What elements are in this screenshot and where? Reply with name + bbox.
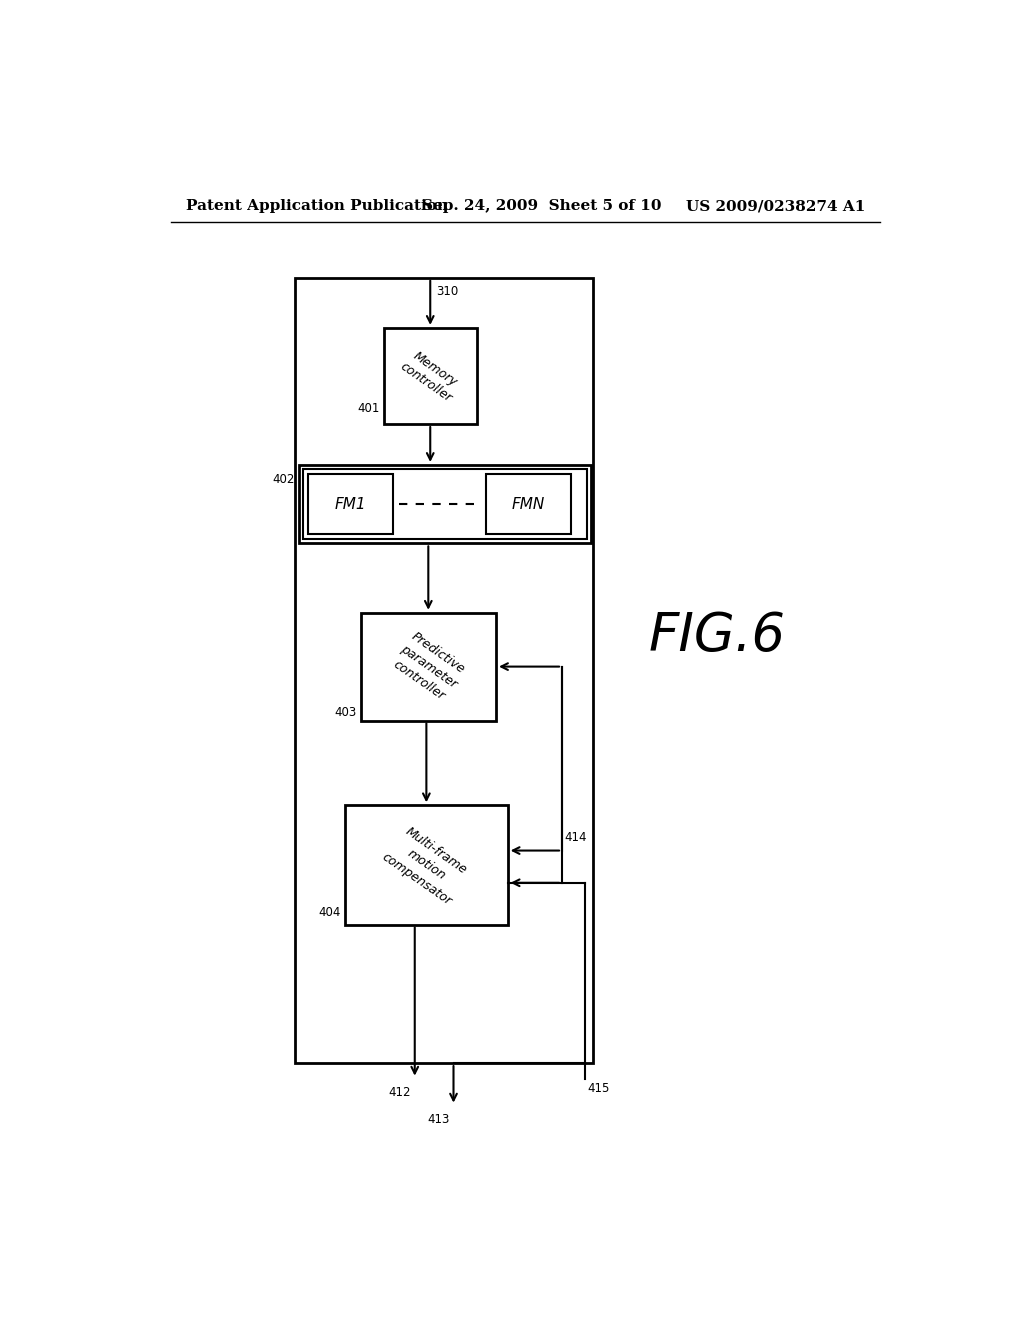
Text: FM1: FM1 — [335, 496, 367, 512]
Text: 403: 403 — [335, 706, 356, 719]
Text: 402: 402 — [272, 473, 295, 486]
Text: 310: 310 — [436, 285, 459, 298]
Text: 413: 413 — [427, 1113, 450, 1126]
Text: FMN: FMN — [512, 496, 546, 512]
Text: 414: 414 — [564, 832, 587, 845]
Bar — [360, 612, 496, 721]
Text: Sep. 24, 2009  Sheet 5 of 10: Sep. 24, 2009 Sheet 5 of 10 — [423, 199, 662, 213]
Bar — [345, 805, 508, 924]
Text: Patent Application Publication: Patent Application Publication — [186, 199, 449, 213]
Text: FIG.6: FIG.6 — [648, 610, 785, 661]
Text: Predictive
parameter
controller: Predictive parameter controller — [388, 628, 469, 705]
Text: Multi-frame
motion
compensator: Multi-frame motion compensator — [379, 822, 473, 908]
Bar — [303, 470, 587, 539]
Bar — [295, 277, 593, 1063]
Text: US 2009/0238274 A1: US 2009/0238274 A1 — [686, 199, 865, 213]
Text: 401: 401 — [357, 403, 380, 416]
Text: 412: 412 — [388, 1086, 411, 1100]
Text: 415: 415 — [588, 1082, 610, 1096]
Bar — [308, 474, 393, 535]
Text: Memory
controller: Memory controller — [397, 347, 463, 405]
Bar — [299, 465, 592, 544]
Text: 404: 404 — [318, 907, 341, 920]
Bar — [486, 474, 571, 535]
Bar — [384, 327, 477, 424]
